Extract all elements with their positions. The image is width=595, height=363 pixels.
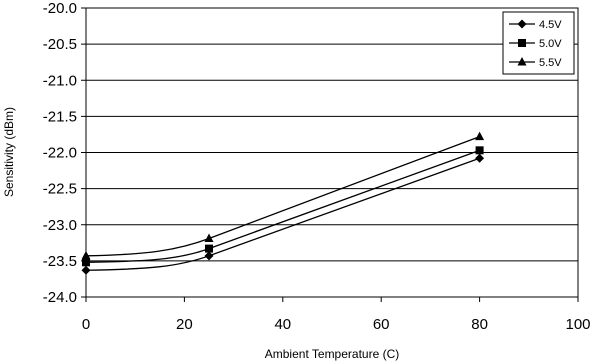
y-tick-label: -21.5 xyxy=(43,108,77,125)
legend-marker xyxy=(518,39,526,47)
x-axis-ticks: 0 20 40 60 80 100 xyxy=(82,297,591,333)
legend-label: 5.5V xyxy=(539,57,562,69)
y-tick-label: -24.0 xyxy=(43,289,77,306)
legend-marker xyxy=(517,19,527,29)
legend-label: 4.5V xyxy=(539,19,562,31)
x-tick-label: 100 xyxy=(565,316,590,333)
data-point-5.0V xyxy=(475,146,484,155)
y-tick-label: -20.5 xyxy=(43,36,77,53)
series-group xyxy=(81,131,485,275)
y-tick-label: -23.0 xyxy=(43,217,77,234)
y-tick-label: -20.0 xyxy=(43,0,77,17)
data-point-4.5V xyxy=(81,265,91,275)
y-tick-label: -23.5 xyxy=(43,253,77,270)
data-point-5.0V xyxy=(205,244,213,253)
y-tick-label: -22.5 xyxy=(43,181,77,198)
data-point-5.5V xyxy=(204,233,214,242)
data-point-5.0V xyxy=(82,258,90,267)
data-point-5.5V xyxy=(81,250,91,260)
y-axis-ticks: -20.0 -20.5 -21.0 -21.5 -22.0 -22.5 -23.0 -23.5… xyxy=(43,0,86,306)
x-tick-label: 80 xyxy=(471,316,488,333)
legend-label: 5.0V xyxy=(539,38,562,50)
series-line-5.0V xyxy=(85,149,480,263)
legend: 4.5V 5.0V 5.5V xyxy=(502,11,575,75)
x-tick-label: 20 xyxy=(176,316,193,333)
series-line-5.5V xyxy=(85,135,480,257)
y-tick-label: -21.0 xyxy=(43,72,77,89)
y-tick-label: -22.0 xyxy=(43,145,77,162)
data-point-4.5V xyxy=(475,153,485,163)
data-point-5.5V xyxy=(475,131,485,141)
series-line-4.5V xyxy=(85,157,480,271)
grid-lines xyxy=(86,43,578,262)
data-point-4.5V xyxy=(204,251,214,261)
legend-marker xyxy=(517,57,527,66)
y-axis-label: Sensitivity (dBm) xyxy=(2,107,16,197)
x-axis-label: Ambient Temperature (C) xyxy=(265,347,400,361)
x-tick-label: 40 xyxy=(274,316,291,333)
x-tick-label: 0 xyxy=(82,316,90,333)
x-tick-label: 60 xyxy=(373,316,390,333)
